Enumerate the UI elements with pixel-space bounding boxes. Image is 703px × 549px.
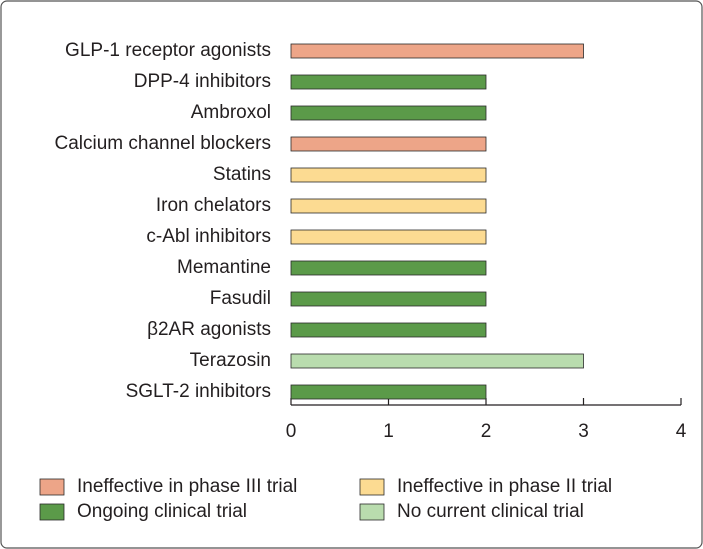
bar [290,167,487,183]
legend-swatch [39,478,65,496]
bar [290,260,487,276]
legend-swatch [359,503,385,521]
legend-label: No current clinical trial [397,501,584,522]
bar [290,353,584,369]
bar [290,74,487,90]
y-tick-label: Memantine [177,257,271,278]
y-tick-label: Fasudil [210,288,271,309]
legend-swatch [39,503,65,521]
x-tick-label: 0 [286,421,297,442]
bar [290,229,487,245]
x-tick-label: 3 [578,421,589,442]
bar [290,198,487,214]
y-tick-label: Statins [213,164,271,185]
y-tick-label: β2AR agonists [147,319,271,340]
legend-label: Ongoing clinical trial [77,501,247,522]
y-tick-label: Terazosin [190,350,271,371]
bar [290,384,487,400]
y-tick-label: Calcium channel blockers [55,133,272,154]
y-tick-label: Ambroxol [191,102,271,123]
legend-swatch [359,478,385,496]
x-tick-label: 2 [481,421,492,442]
y-tick-label: DPP-4 inhibitors [134,71,271,92]
x-tick-label: 4 [676,421,687,442]
bar [290,291,487,307]
legend-label: Ineffective in phase II trial [397,476,612,497]
legend-label: Ineffective in phase III trial [77,476,297,497]
bar [290,43,584,59]
y-tick-label: GLP-1 receptor agonists [65,40,271,61]
bar [290,105,487,121]
y-tick-label: SGLT-2 inhibitors [126,381,271,402]
bar [290,322,487,338]
x-tick-label: 1 [383,421,394,442]
bar [290,136,487,152]
y-tick-label: Iron chelators [156,195,271,216]
y-tick-label: c-Abl inhibitors [146,226,271,247]
